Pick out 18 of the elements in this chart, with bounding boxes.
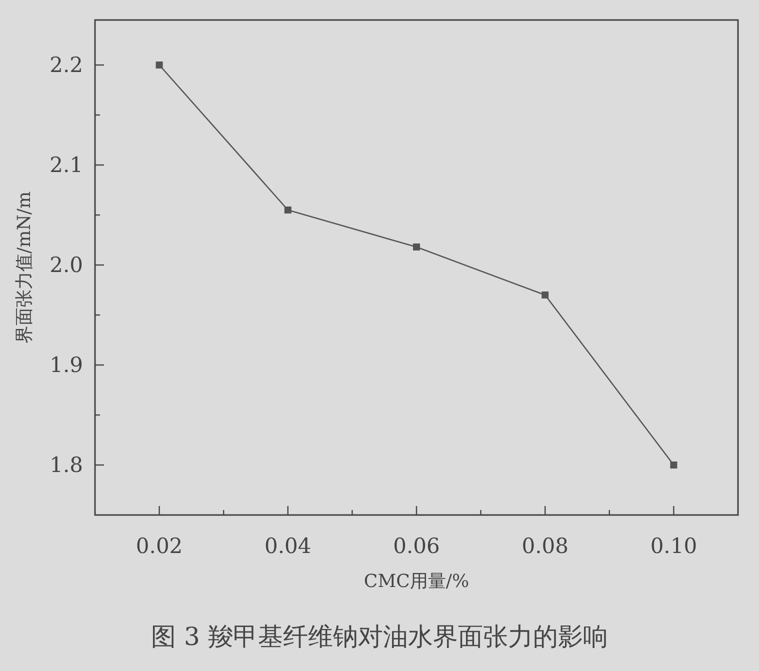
x-axis-title: CMC用量/% (364, 571, 470, 592)
x-tick-label: 0.02 (136, 534, 183, 558)
point (670, 462, 678, 468)
point (156, 62, 163, 68)
y-tick-label: 1.9 (50, 353, 83, 377)
point (284, 206, 292, 214)
x-tick-label: 0.10 (650, 534, 698, 558)
y-tick-label: 2.1 (50, 153, 83, 177)
x-tick-label: 0.04 (264, 534, 312, 558)
point (542, 292, 549, 298)
text: 图 3 羧甲基纤维钠对油水界面张力的影响 (151, 622, 608, 651)
y-axis-title: 界面张力值/mN/m (14, 191, 35, 344)
x-tick-label: 0.06 (393, 534, 440, 558)
point (413, 244, 420, 250)
y-tick-label: 1.8 (50, 453, 83, 477)
y-tick-label: 2.2 (50, 53, 83, 77)
y-tick-label: 2.0 (50, 253, 83, 277)
x-tick-label: 0.08 (522, 534, 568, 558)
